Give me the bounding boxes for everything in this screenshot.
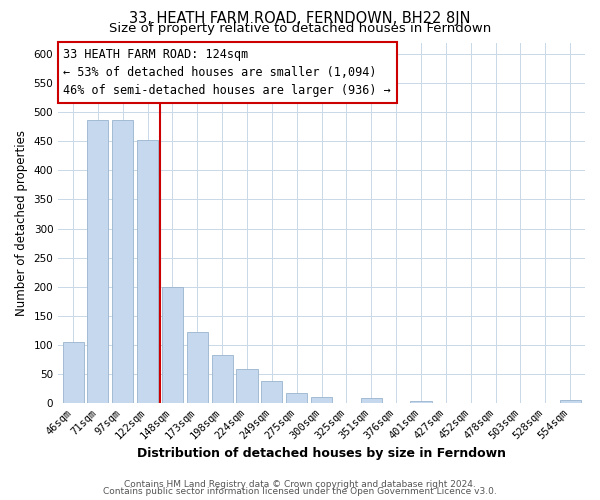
Bar: [262, 381, 283, 403]
Bar: [88, 120, 109, 403]
Bar: [112, 120, 133, 403]
Bar: [311, 397, 332, 403]
Bar: [212, 356, 233, 403]
Bar: [137, 140, 158, 403]
Bar: [62, 342, 83, 403]
Text: 33 HEATH FARM ROAD: 124sqm
← 53% of detached houses are smaller (1,094)
46% of s: 33 HEATH FARM ROAD: 124sqm ← 53% of deta…: [64, 48, 391, 97]
Text: 33, HEATH FARM ROAD, FERNDOWN, BH22 8JN: 33, HEATH FARM ROAD, FERNDOWN, BH22 8JN: [129, 11, 471, 26]
Bar: [410, 402, 431, 403]
Bar: [162, 286, 183, 403]
Text: Size of property relative to detached houses in Ferndown: Size of property relative to detached ho…: [109, 22, 491, 35]
Bar: [560, 400, 581, 403]
X-axis label: Distribution of detached houses by size in Ferndown: Distribution of detached houses by size …: [137, 447, 506, 460]
Bar: [286, 393, 307, 403]
Text: Contains public sector information licensed under the Open Government Licence v3: Contains public sector information licen…: [103, 487, 497, 496]
Y-axis label: Number of detached properties: Number of detached properties: [15, 130, 28, 316]
Bar: [361, 398, 382, 403]
Text: Contains HM Land Registry data © Crown copyright and database right 2024.: Contains HM Land Registry data © Crown c…: [124, 480, 476, 489]
Bar: [187, 332, 208, 403]
Bar: [236, 370, 257, 403]
